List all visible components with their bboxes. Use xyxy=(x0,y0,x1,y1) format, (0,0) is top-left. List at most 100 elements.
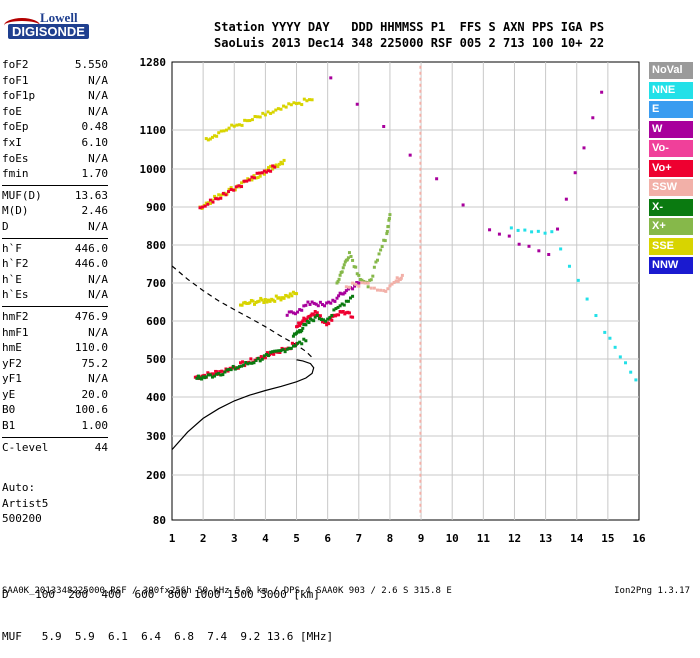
echo-point xyxy=(342,263,346,267)
x-tick-label: 8 xyxy=(387,532,394,545)
echo-point xyxy=(210,135,214,139)
auto-program: Artist5 xyxy=(2,496,49,510)
y-tick-label: 400 xyxy=(146,391,166,404)
x-tick-label: 14 xyxy=(570,532,584,545)
echo-point xyxy=(556,227,560,231)
parameter-name: hmE xyxy=(2,341,22,355)
echo-point xyxy=(385,232,389,236)
echo-point xyxy=(297,321,301,325)
echo-point xyxy=(365,280,369,284)
echo-point xyxy=(242,179,246,183)
echo-point xyxy=(242,363,246,367)
parameter-name: yF1 xyxy=(2,372,22,386)
echo-point xyxy=(240,185,244,189)
echo-point xyxy=(271,164,275,168)
echo-point xyxy=(326,317,330,321)
echo-point xyxy=(285,294,289,298)
echo-point xyxy=(274,294,278,298)
echo-point xyxy=(232,188,236,192)
parameter-name: B1 xyxy=(2,419,16,433)
echo-point xyxy=(276,107,280,111)
echo-point xyxy=(222,129,226,133)
echo-point xyxy=(215,370,219,374)
parameter-value: 476.9 xyxy=(74,309,108,323)
echo-point xyxy=(200,377,204,381)
parameter-name: foE xyxy=(2,104,22,118)
echo-point xyxy=(201,205,205,209)
echo-point xyxy=(282,104,286,108)
echo-point xyxy=(248,361,252,365)
logo-digisonde-text: DIGISONDE xyxy=(8,24,89,39)
echo-point xyxy=(235,123,239,127)
x-tick-label: 12 xyxy=(508,532,521,545)
echo-point xyxy=(227,187,231,191)
y-tick-label: 300 xyxy=(146,430,166,443)
echo-point xyxy=(382,289,386,293)
echo-point xyxy=(344,289,348,293)
x-tick-label: 6 xyxy=(324,532,331,545)
echo-point xyxy=(293,312,297,316)
parameter-value: N/A xyxy=(88,104,108,118)
echo-point xyxy=(517,242,521,246)
echo-point xyxy=(351,294,355,298)
y-tick-label: 1000 xyxy=(140,163,167,176)
parameter-value: 6.10 xyxy=(81,135,109,149)
echo-point xyxy=(273,299,277,303)
echo-point xyxy=(297,330,301,334)
legend-item: E xyxy=(649,101,693,118)
parameter-name: B0 xyxy=(2,403,16,417)
echo-point xyxy=(461,203,465,207)
echo-point xyxy=(215,134,219,138)
echo-point xyxy=(221,373,225,377)
echo-point xyxy=(330,313,334,317)
x-tick-label: 4 xyxy=(262,532,269,545)
echo-point xyxy=(354,265,358,269)
echo-point xyxy=(285,313,289,317)
echo-point xyxy=(369,286,373,290)
echo-point xyxy=(308,315,312,319)
echo-point xyxy=(340,302,344,306)
echo-point xyxy=(394,279,398,283)
echo-point xyxy=(296,324,300,328)
parameter-name: foF1 xyxy=(2,73,29,87)
echo-point xyxy=(206,138,210,142)
echo-point xyxy=(305,319,309,323)
echo-point xyxy=(233,188,237,192)
echo-point xyxy=(537,249,541,253)
autoscaler-info: Auto: Artist5 500200 xyxy=(2,480,48,527)
echo-point xyxy=(338,291,342,295)
echo-point xyxy=(547,253,551,256)
parameter-value: 13.63 xyxy=(74,188,108,202)
echo-point xyxy=(300,329,304,333)
echo-point xyxy=(396,279,400,283)
echo-point xyxy=(543,231,547,235)
echo-point xyxy=(224,193,228,197)
x-tick-label: 13 xyxy=(539,532,552,545)
echo-point xyxy=(219,193,223,197)
muf-row: MUF 5.9 5.9 6.1 6.4 6.8 7.4 9.2 13.6 [MH… xyxy=(2,630,334,643)
echo-point xyxy=(296,341,300,345)
echo-point xyxy=(279,298,283,302)
echo-point xyxy=(317,317,321,321)
logo-swoosh xyxy=(4,18,40,33)
echo-point xyxy=(198,206,202,210)
echo-point xyxy=(219,196,223,200)
header-line-1: Station YYYY DAY DDD HHMMSS P1 FFS S AXN… xyxy=(214,20,605,34)
echo-point xyxy=(219,129,223,133)
echo-point xyxy=(334,307,338,311)
echo-point xyxy=(313,310,317,313)
parameter-value: N/A xyxy=(88,272,108,286)
echo-point xyxy=(312,313,316,317)
parameter-name: M(D) xyxy=(2,204,29,218)
echo-point xyxy=(351,287,355,291)
echo-point xyxy=(304,323,308,327)
echo-point xyxy=(195,376,199,380)
y-tick-label: 900 xyxy=(146,201,166,214)
x-tick-label: 1 xyxy=(169,532,176,545)
echo-point xyxy=(254,359,258,363)
logo-lowell-text: Lowell xyxy=(40,10,78,25)
echo-point xyxy=(291,344,295,348)
echo-point xyxy=(287,295,291,299)
echo-point xyxy=(382,238,386,242)
echo-point xyxy=(368,278,372,282)
